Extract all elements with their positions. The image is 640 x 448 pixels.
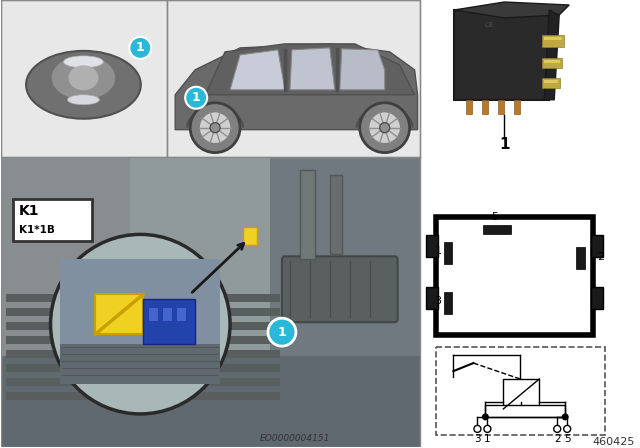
Bar: [503, 379, 540, 409]
Ellipse shape: [63, 56, 104, 68]
Bar: [544, 37, 562, 40]
Bar: [95, 294, 143, 334]
Bar: [131, 157, 270, 356]
Text: 2: 2: [554, 434, 561, 444]
Bar: [544, 60, 560, 63]
Bar: [1, 0, 420, 447]
Bar: [13, 199, 92, 241]
Bar: [143, 299, 195, 344]
Text: 3: 3: [435, 296, 442, 306]
Text: 5: 5: [564, 434, 570, 444]
Bar: [167, 0, 420, 157]
Bar: [148, 307, 158, 321]
FancyBboxPatch shape: [282, 256, 397, 322]
Text: 460425: 460425: [593, 437, 636, 447]
Bar: [444, 292, 452, 314]
Text: 3: 3: [474, 434, 481, 444]
Bar: [6, 308, 280, 316]
Bar: [6, 364, 280, 372]
Text: 1: 1: [499, 137, 509, 152]
Bar: [6, 294, 280, 302]
Circle shape: [562, 414, 569, 420]
Bar: [6, 350, 280, 358]
Text: OE: OE: [484, 22, 494, 28]
Circle shape: [484, 426, 491, 432]
Bar: [1, 157, 420, 447]
Text: 5: 5: [491, 212, 498, 222]
Polygon shape: [544, 10, 559, 100]
Circle shape: [129, 37, 151, 59]
Bar: [542, 35, 564, 47]
Bar: [591, 287, 603, 309]
Bar: [162, 307, 172, 321]
Circle shape: [268, 318, 296, 346]
Bar: [176, 307, 186, 321]
Text: K1*1B: K1*1B: [19, 225, 54, 235]
Polygon shape: [454, 2, 569, 18]
Polygon shape: [340, 49, 385, 90]
Ellipse shape: [26, 51, 141, 119]
Ellipse shape: [68, 65, 99, 90]
Circle shape: [554, 426, 561, 432]
Bar: [544, 80, 558, 83]
Bar: [542, 58, 562, 68]
Bar: [61, 259, 220, 379]
Bar: [1, 286, 420, 447]
Text: 2: 2: [597, 252, 604, 263]
Polygon shape: [290, 48, 335, 90]
Circle shape: [51, 234, 230, 414]
Circle shape: [185, 87, 207, 109]
Circle shape: [190, 103, 240, 153]
Polygon shape: [175, 44, 417, 129]
Text: K1: K1: [19, 204, 39, 219]
Bar: [6, 322, 280, 330]
Text: EO0000004151: EO0000004151: [260, 435, 330, 444]
Bar: [6, 336, 280, 344]
Text: 1: 1: [136, 41, 145, 54]
Bar: [576, 247, 585, 269]
Circle shape: [482, 414, 489, 420]
Bar: [542, 78, 560, 88]
Bar: [483, 100, 488, 114]
Bar: [61, 344, 220, 384]
Bar: [436, 347, 605, 435]
Bar: [330, 175, 342, 254]
Ellipse shape: [51, 56, 116, 100]
Bar: [1, 157, 420, 286]
Circle shape: [199, 112, 231, 144]
Bar: [300, 169, 315, 259]
Bar: [444, 242, 452, 264]
Bar: [483, 225, 511, 234]
Circle shape: [380, 123, 390, 133]
Bar: [454, 10, 549, 100]
Bar: [6, 392, 280, 400]
Bar: [467, 100, 472, 114]
Bar: [1, 0, 167, 157]
Bar: [270, 157, 420, 356]
Bar: [485, 405, 565, 417]
Text: 1: 1: [435, 246, 442, 256]
Bar: [6, 378, 280, 386]
Bar: [436, 217, 593, 335]
Ellipse shape: [67, 95, 99, 105]
Bar: [426, 287, 438, 309]
Circle shape: [369, 112, 401, 144]
Bar: [515, 100, 520, 114]
Bar: [499, 100, 504, 114]
Bar: [591, 235, 603, 257]
Polygon shape: [230, 50, 285, 90]
Text: 1: 1: [278, 326, 286, 339]
Text: 1: 1: [192, 91, 200, 104]
Circle shape: [360, 103, 410, 153]
Bar: [426, 235, 438, 257]
Circle shape: [564, 426, 571, 432]
Bar: [1, 157, 131, 356]
Bar: [243, 228, 257, 246]
Polygon shape: [205, 44, 415, 95]
Circle shape: [474, 426, 481, 432]
Circle shape: [210, 123, 220, 133]
Text: 1: 1: [484, 434, 491, 444]
